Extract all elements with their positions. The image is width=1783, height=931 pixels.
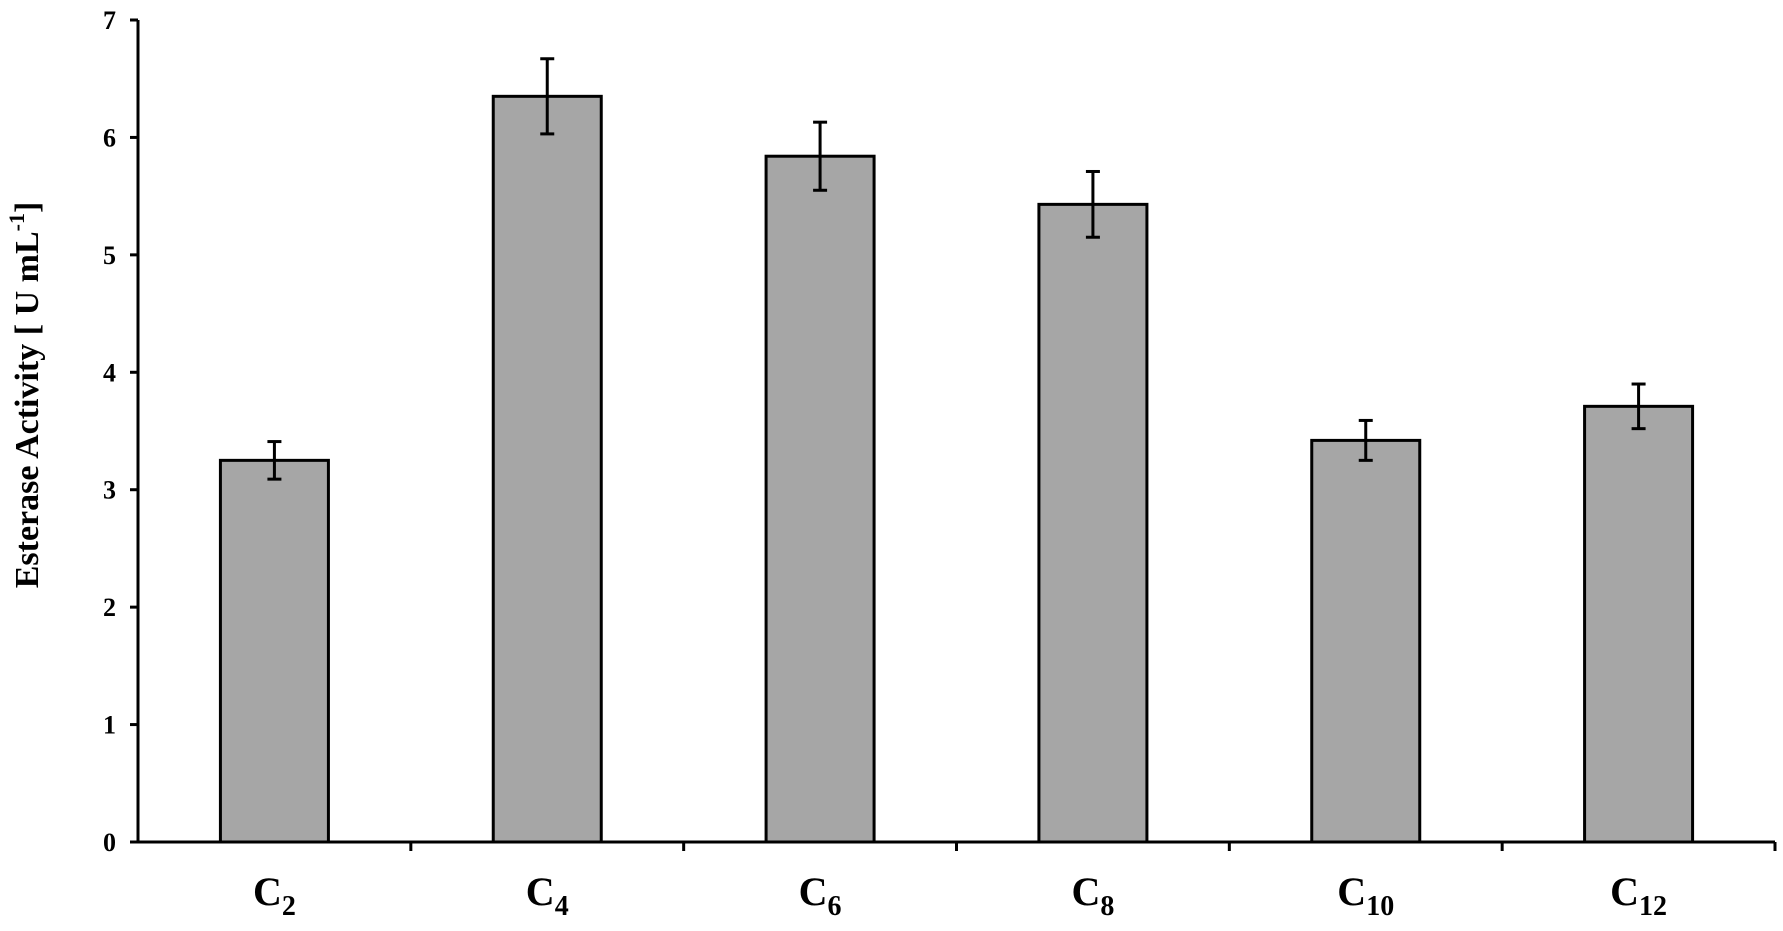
y-tick-label-1: 1 <box>103 711 116 740</box>
error-bar-C10 <box>1358 418 1373 462</box>
x-ticks-group <box>409 842 1777 851</box>
error-bar-C8 <box>1085 169 1100 239</box>
y-tick-label-5: 5 <box>103 241 116 270</box>
bar-C2 <box>218 458 330 844</box>
bars-group <box>218 94 1695 844</box>
x-tick-label-C2: C2 <box>253 869 296 922</box>
bar-C4 <box>491 94 603 844</box>
bar-C10 <box>1310 438 1422 844</box>
y-tick-label-2: 2 <box>103 593 116 622</box>
x-tick-label-C10: C10 <box>1337 869 1394 922</box>
y-tick-label-3: 3 <box>103 476 116 505</box>
x-tick-label-C6: C6 <box>799 869 842 922</box>
bar-C6 <box>764 154 876 844</box>
y-tick-label-7: 7 <box>103 6 116 35</box>
x-tick-label-C4: C4 <box>526 869 569 922</box>
error-bar-C2 <box>267 440 282 481</box>
y-axis-label-main: Esterase Activity [ U mL <box>9 231 46 588</box>
bar-C8 <box>1037 202 1149 844</box>
y-tick-label-0: 0 <box>103 828 116 857</box>
y-tick-label-4: 4 <box>103 358 116 387</box>
y-axis-label: Esterase Activity [ U mL-1] <box>4 202 46 589</box>
y-axis-label-end: ] <box>9 202 46 213</box>
error-bar-C12 <box>1631 382 1646 431</box>
x-tick-label-C12: C12 <box>1610 869 1667 922</box>
y-ticks-group: 0 1 2 3 4 5 6 7 <box>103 6 138 857</box>
x-tick-label-C8: C8 <box>1071 869 1114 922</box>
error-bar-C6 <box>813 120 828 192</box>
y-tick-label-6: 6 <box>103 123 116 152</box>
bar-C12 <box>1583 404 1695 844</box>
x-tick-labels-group: C2 C4 C6 C8 C10 C12 <box>253 869 1667 922</box>
error-bars-group <box>267 57 1646 481</box>
error-bar-C4 <box>540 57 555 136</box>
y-axis-label-superscript: -1 <box>4 213 29 231</box>
